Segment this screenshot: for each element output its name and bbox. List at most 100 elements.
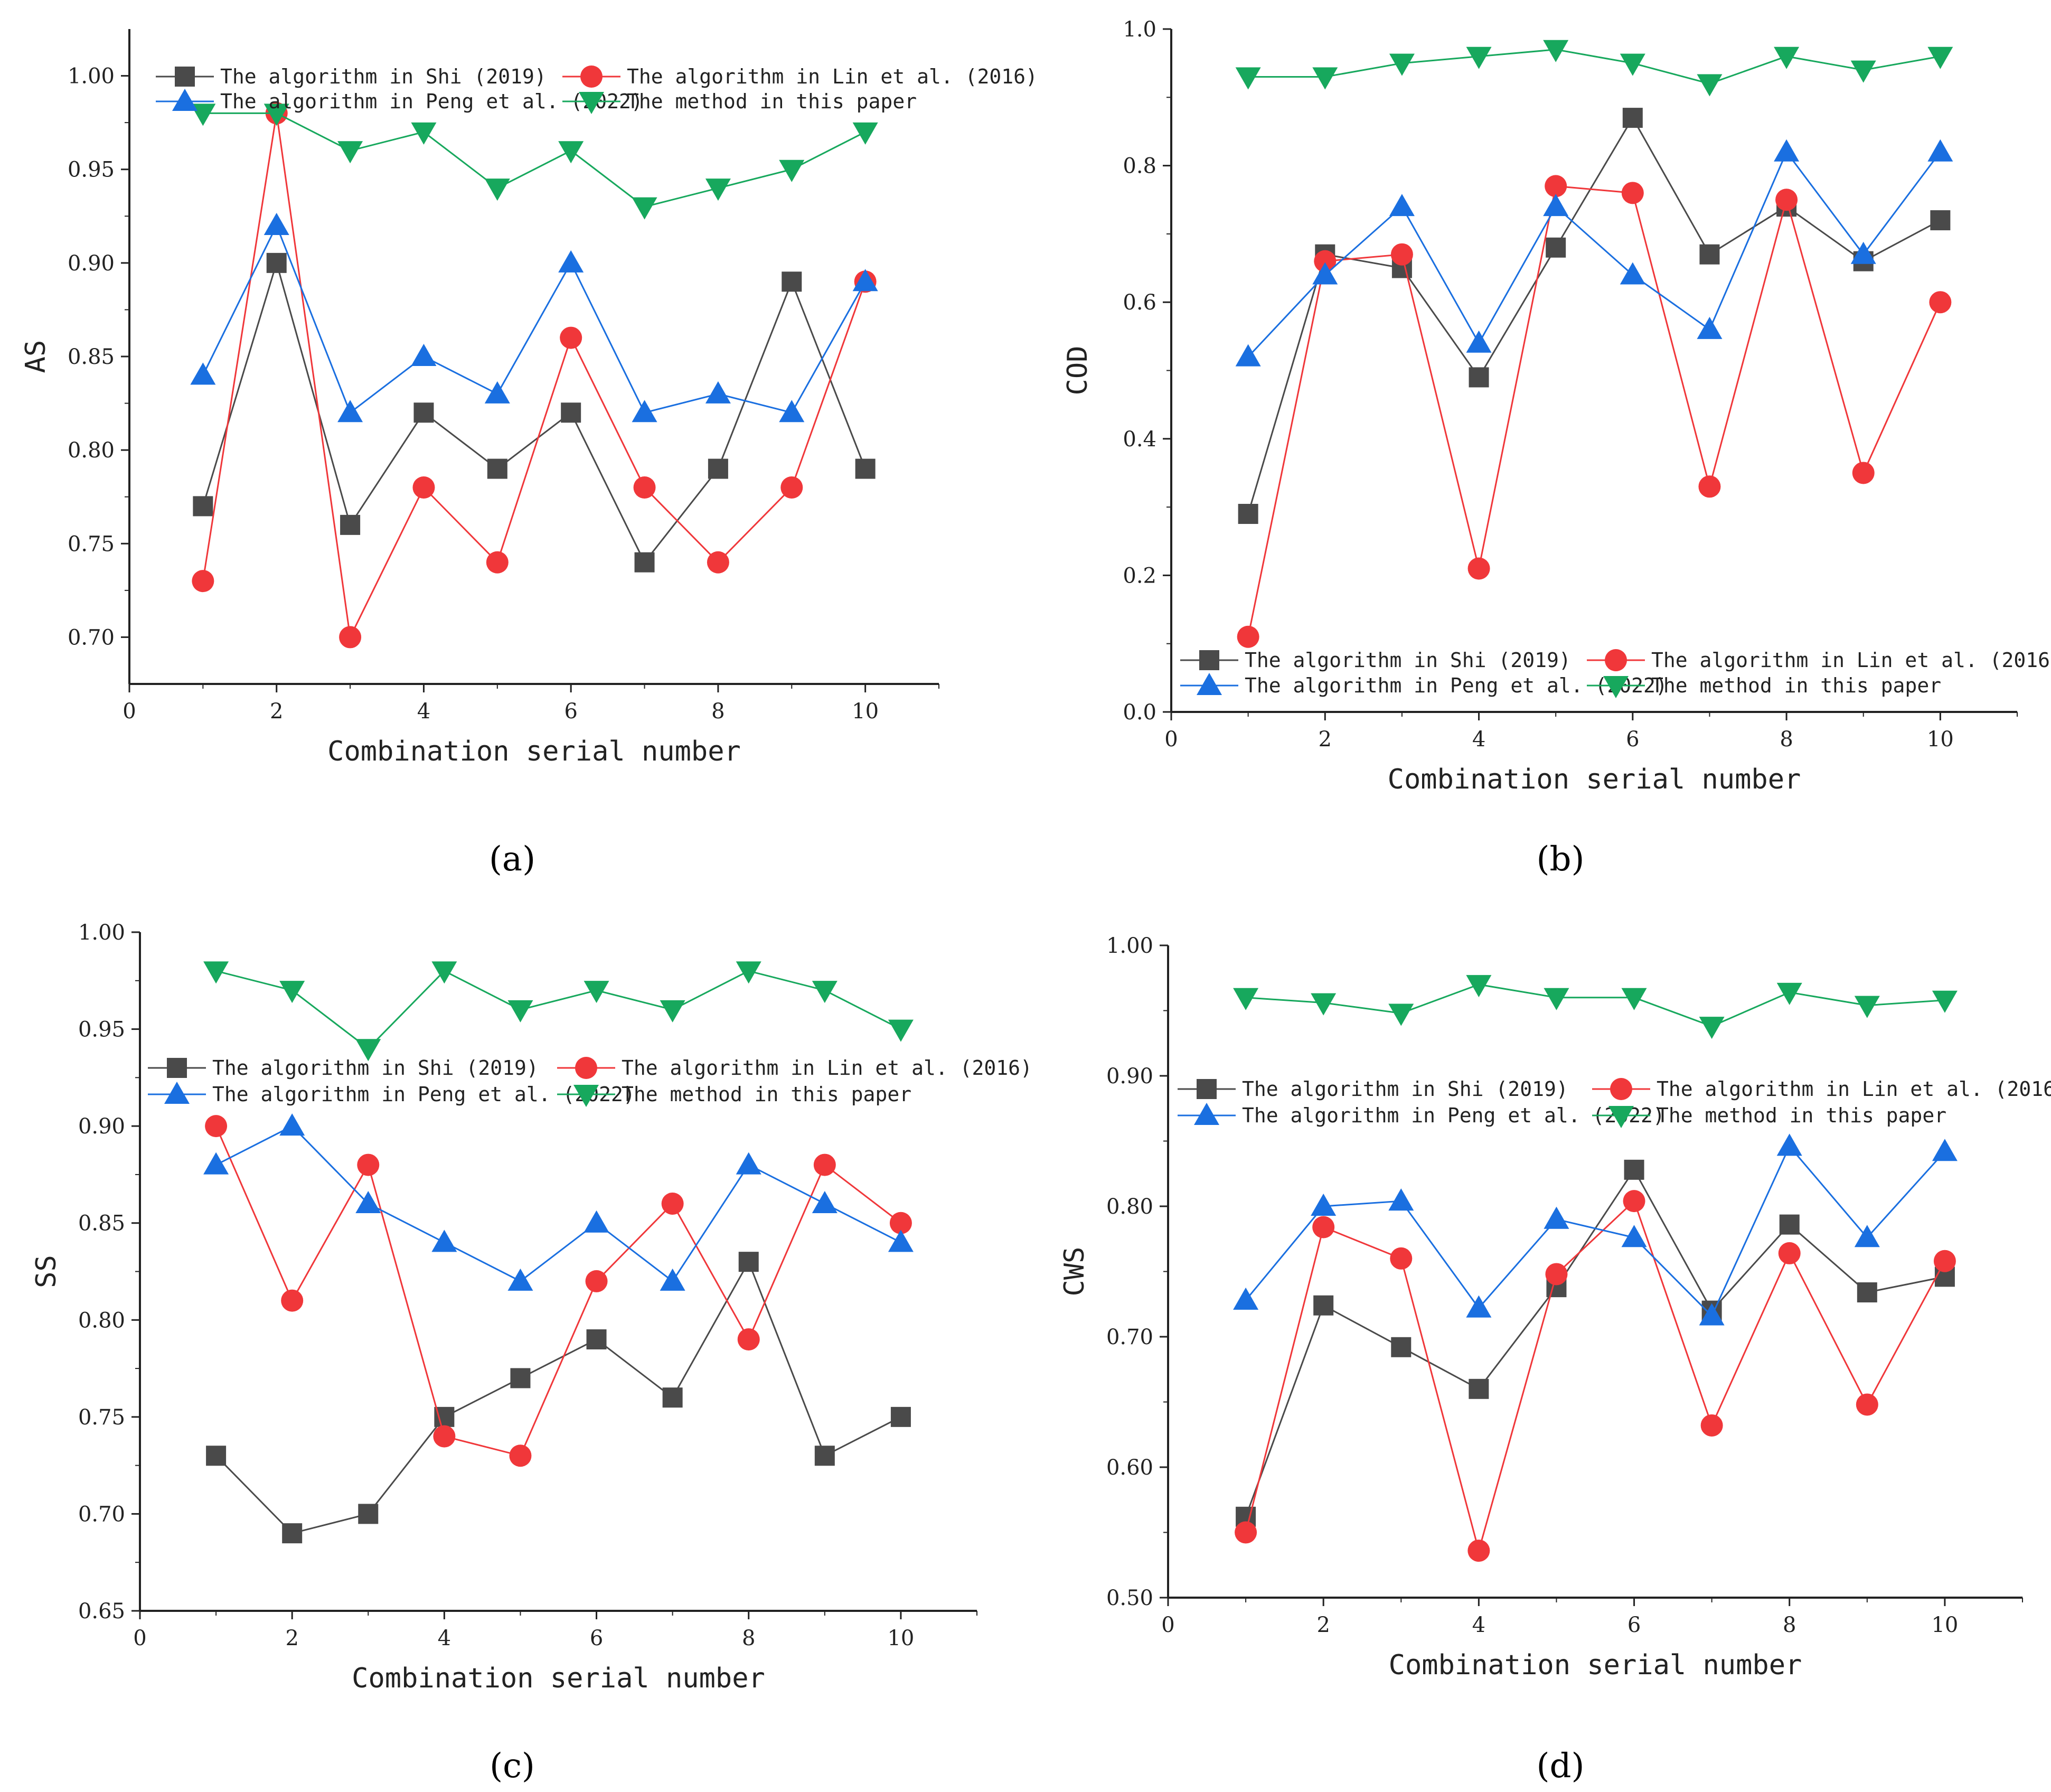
- panel-a-point-this-paper-5: [484, 179, 510, 201]
- panel-a-y-tick-label: 0.75: [68, 532, 115, 556]
- panel-d-point-this-paper-3: [1388, 1003, 1414, 1026]
- panel-d-point-lin-8: [1778, 1242, 1801, 1264]
- panel-b-point-peng-9: [1850, 241, 1876, 264]
- panel-c-point-lin-3: [357, 1153, 380, 1176]
- panel-d-point-this-paper-1: [1233, 988, 1259, 1010]
- panel-c-point-this-paper-6: [584, 981, 609, 1003]
- panel-d-point-peng-2: [1311, 1194, 1337, 1216]
- panel-d-y-axis-title: CWS: [1059, 1247, 1090, 1297]
- panel-a-point-peng-6: [558, 250, 584, 273]
- panel-d-legend-swatch-marker: [1197, 1079, 1217, 1099]
- panel-b-legend-label-lin: The algorithm in Lin et al. (2016): [1651, 649, 2051, 672]
- panel-d-series-this-paper-line: [1245, 983, 1945, 1027]
- panel-b-point-this-paper-7: [1697, 74, 1723, 97]
- panel-d-point-shi-3: [1391, 1337, 1412, 1357]
- panel-a-point-shi-10: [855, 458, 876, 479]
- panel-c-series-peng: [203, 1113, 914, 1291]
- panel-b-x-tick-label: 6: [1626, 727, 1639, 752]
- panel-a-point-peng-2: [264, 213, 289, 235]
- panel-d-legend-label-this-paper: The method in this paper: [1657, 1104, 1946, 1127]
- panel-c-point-this-paper-1: [203, 961, 229, 984]
- panel-a-point-lin-4: [412, 476, 435, 499]
- panel-a-legend-label-shi: The algorithm in Shi (2019): [220, 65, 547, 88]
- panel-d-x-axis-title: Combination serial number: [1389, 1649, 1802, 1681]
- panel-b-y-axis-title: COD: [1062, 346, 1094, 396]
- panel-a-legend-swatch-marker: [172, 89, 197, 111]
- panel-c-x-tick-label: 8: [742, 1626, 755, 1650]
- panel-c-series-this-paper-line: [215, 970, 901, 1050]
- panel-d-label: (d): [1537, 1747, 1585, 1786]
- panel-d-point-shi-8: [1779, 1214, 1800, 1235]
- panel-b-x-tick-label: 0: [1164, 727, 1178, 752]
- panel-d-y-tick-label: 0.80: [1106, 1195, 1153, 1219]
- panel-b-y-tick-label: 0.6: [1123, 290, 1156, 315]
- panel-d-point-peng-5: [1544, 1206, 1569, 1229]
- panel-a-point-this-paper-8: [705, 179, 731, 201]
- panel-d-series-peng-line: [1245, 1144, 1946, 1318]
- panel-c-point-lin-4: [433, 1425, 456, 1448]
- panel-a-point-peng-10: [852, 269, 878, 292]
- panel-c-point-peng-4: [431, 1230, 457, 1252]
- panel-a-y-tick-label: 0.90: [68, 251, 115, 276]
- panel-d-point-this-paper-10: [1932, 990, 1958, 1013]
- panel-d-point-shi-9: [1857, 1282, 1877, 1303]
- panel-b-legend-swatch-marker: [1603, 676, 1629, 698]
- panel-b-point-lin-5: [1545, 175, 1567, 198]
- panel-a-x-axis-title: Combination serial number: [327, 736, 741, 767]
- panel-b-point-lin-9: [1852, 462, 1875, 484]
- panel-c-point-this-paper-4: [431, 961, 457, 984]
- panel-b-point-this-paper-4: [1466, 46, 1492, 69]
- panel-a-point-this-paper-10: [852, 122, 878, 145]
- panel-d-series-lin-line: [1245, 1199, 1946, 1554]
- panel-a-point-lin-8: [707, 551, 729, 574]
- panel-b-legend: The algorithm in Shi (2019) The algorithm…: [1180, 649, 2051, 698]
- panel-d-x-tick-label: 6: [1627, 1613, 1641, 1637]
- panel-b-x-tick-label: 4: [1472, 727, 1485, 752]
- panel-b-point-shi-1: [1238, 504, 1258, 524]
- panel-c-point-lin-9: [813, 1153, 836, 1176]
- panel-c: (c) 0.65 0.70 0.75 0.80 0.85 0.90 0.95 1.00 0 2 4 6…: [31, 921, 1032, 1786]
- panel-c-x-tick-label: 2: [285, 1626, 298, 1650]
- panel-b-label: (b): [1537, 840, 1585, 879]
- panel-c-legend-swatch-marker: [573, 1085, 599, 1107]
- panel-d-point-this-paper-4: [1466, 975, 1492, 998]
- panel-d-y-tick-label: 1.00: [1106, 934, 1153, 958]
- panel-b-legend-label-this-paper: The method in this paper: [1651, 674, 1941, 697]
- panel-a-point-this-paper-9: [779, 160, 805, 182]
- panel-b-point-peng-1: [1235, 344, 1261, 367]
- panel-d-x-tick-label: 10: [1931, 1613, 1958, 1637]
- panel-a-legend-swatch-marker: [579, 92, 604, 114]
- panel-b-series-this-paper: [1235, 40, 1953, 97]
- panel-a-point-peng-4: [411, 344, 437, 366]
- panel-c-point-peng-5: [507, 1268, 533, 1291]
- panel-d-point-lin-3: [1390, 1247, 1413, 1270]
- panel-b-point-lin-1: [1237, 625, 1259, 648]
- panel-c-series-lin: [205, 1115, 912, 1467]
- panel-a-legend-swatch-marker: [175, 67, 195, 87]
- panel-b-point-shi-10: [1930, 210, 1951, 231]
- panel-b-point-lin-7: [1698, 475, 1721, 498]
- panel-d-x-tick-label: 2: [1316, 1613, 1330, 1637]
- panel-a-y-tick-label: 0.95: [68, 158, 115, 182]
- panel-d-y-tick-label: 0.90: [1106, 1064, 1153, 1089]
- panel-c-x-tick-label: 0: [133, 1626, 146, 1650]
- panel-c-point-shi-1: [206, 1446, 227, 1466]
- panel-b-point-lin-2: [1314, 250, 1337, 273]
- panel-d-legend-swatch-marker: [1610, 1078, 1632, 1100]
- panel-a-series-lin-line: [202, 113, 867, 640]
- panel-c-y-tick-label: 1.00: [78, 921, 125, 945]
- panel-c-point-shi-5: [510, 1368, 531, 1388]
- panel-a-legend-item-this-paper: The method in this paper: [562, 90, 917, 114]
- panel-d-point-peng-8: [1776, 1133, 1802, 1156]
- panel-b-series-shi: [1238, 108, 1951, 524]
- panel-d-point-lin-6: [1623, 1190, 1645, 1213]
- panel-c-x-tick-label: 6: [590, 1626, 603, 1650]
- panel-c-point-peng-7: [660, 1268, 685, 1291]
- panel-c-legend-label-lin: The algorithm in Lin et al. (2016): [622, 1056, 1032, 1080]
- panel-d-legend-item-this-paper: The method in this paper: [1592, 1104, 1946, 1128]
- panel-d-point-shi-2: [1313, 1295, 1334, 1316]
- panel-c-point-this-paper-2: [279, 981, 305, 1003]
- panel-c-point-shi-2: [282, 1523, 303, 1544]
- panel-d-point-peng-1: [1233, 1287, 1259, 1310]
- panel-d-legend-swatch-marker: [1608, 1106, 1634, 1128]
